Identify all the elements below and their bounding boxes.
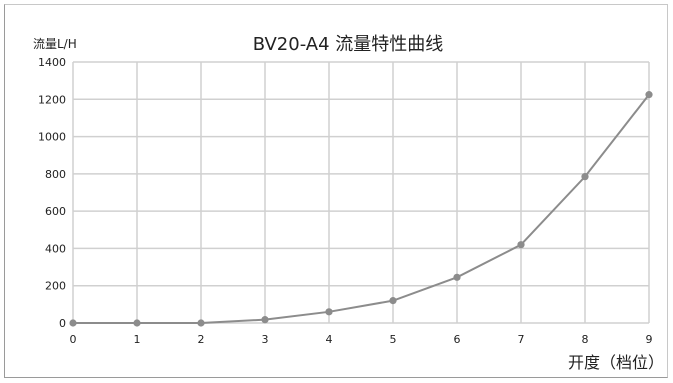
y-tick-label: 400 [45,242,66,255]
y-tick-label: 600 [45,205,66,218]
chart-frame [4,4,668,378]
tick-labels: 0 200 400 600 800 1000 1200 1400 0 1 2 3 4 5 6 7 8 9 [38,56,653,346]
series-layer [69,91,653,327]
data-point [69,319,77,327]
x-tick-label: 0 [70,333,77,346]
y-tick-label: 1000 [38,131,66,144]
y-tick-label: 1200 [38,93,66,106]
y-tick-label: 200 [45,280,66,293]
x-tick-label: 5 [390,333,397,346]
grid [72,61,650,324]
y-tick-label: 0 [59,317,66,330]
data-point [133,319,141,327]
data-point [389,297,397,305]
x-tick-label: 8 [582,333,589,346]
data-point [645,91,653,99]
chart-title: BV20-A4 流量特性曲线 [253,34,444,55]
x-tick-label: 9 [646,333,653,346]
x-tick-label: 1 [134,333,141,346]
x-axis-title: 开度（档位） [568,353,664,372]
data-point [197,319,205,327]
y-axis-title: 流量L/H [33,37,77,51]
data-point [325,308,333,316]
data-point [581,173,589,181]
data-point [517,241,525,249]
x-tick-label: 2 [198,333,205,346]
y-tick-label: 800 [45,168,66,181]
series-line [73,94,650,324]
x-tick-label: 3 [262,333,269,346]
x-tick-label: 7 [518,333,525,346]
x-tick-label: 6 [454,333,461,346]
x-tick-label: 4 [326,333,333,346]
data-point [453,273,461,281]
data-point [261,316,269,324]
y-tick-label: 1400 [38,56,66,69]
